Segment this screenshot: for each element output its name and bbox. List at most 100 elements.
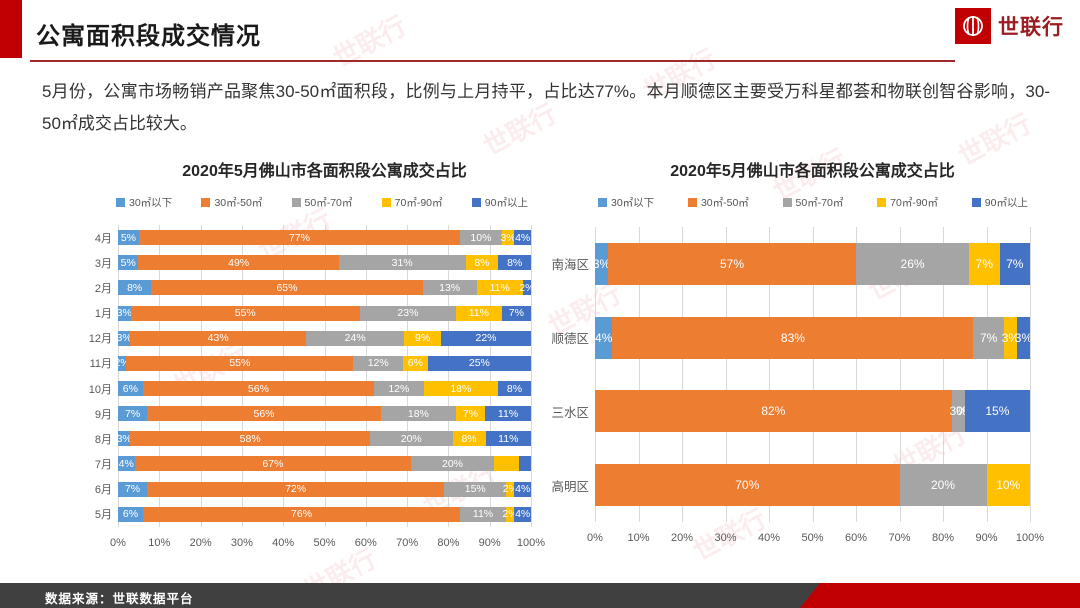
bar-segment: 11% [476,280,523,296]
stacked-bar: 2% 55% 12% 6% 25% [118,355,531,371]
bar-segment: 4% [595,316,613,359]
bar-label: 82% [761,404,786,419]
bar-label: 22% [475,332,497,345]
x-tick-label: 30% [230,537,253,549]
bar-segment: 15% [444,481,507,497]
bar-segment: 20% [899,464,987,507]
chart-title: 2020年5月佛山市各面积段公寓成交占比 [182,163,467,180]
legend-item: 30㎡-50㎡ [687,195,749,210]
x-tick-label: 90% [975,532,998,544]
company-logo: 世联行 [955,8,1064,44]
bar-label: 57% [720,256,745,271]
bar-segment: 25% [427,355,531,371]
bar-label: 6% [122,508,139,521]
bar-segment: 11% [455,305,502,321]
bar-row: 4月 5% 77% 10% 3% 4% [95,230,531,246]
bar-segment: 58% [130,431,370,447]
stacked-bar: 4% 67% 20% [118,456,531,472]
gridline [769,227,770,522]
bar-segment: 56% [147,406,381,422]
bar-segment: 8% [452,431,486,447]
bar-label: 25% [468,357,490,370]
chart-plot: 4月 5% 77% 10% 3% 4% 3月 5% 49% 31% 8% 8% 2月 8% 65% 13% 11… [89,225,532,527]
bar-segment: 9% [404,330,442,346]
gridline [407,225,409,527]
legend-label: 30㎡以下 [129,197,173,209]
bar-row: 8月 3% 58% 20% 8% 11% [95,431,531,447]
bar-label: 8% [461,432,477,445]
bar-segment: 3% [500,230,516,246]
legend-label: 30㎡以下 [611,197,655,209]
bar-label: 4% [118,457,134,470]
bar-label: 11% [498,432,519,445]
bar-label: 3% [1001,330,1020,345]
bar-segment: 11% [460,506,506,522]
bar-segment: 7% [999,242,1030,285]
bar-segment: 31% [338,255,466,271]
stacked-bar: 5% 49% 31% 8% 8% [118,255,531,271]
category-label: 南海区 [551,258,589,273]
legend-swatch-icon [471,198,481,207]
legend-label: 70㎡-90㎡ [394,197,443,209]
bar-segment: 7% [118,481,147,497]
legend-swatch-icon [971,198,981,207]
bar-segment: 55% [130,305,360,321]
bar-label: 3% [118,332,132,345]
stacked-bar: 70% 20% 10% [595,464,1030,507]
bar-segment: 55% [126,355,354,371]
bar-label: 55% [229,357,251,370]
gridline [638,227,640,522]
legend-swatch-icon [116,198,125,207]
category-label: 8月 [94,433,112,446]
bar-label: 7% [980,330,998,345]
bar-segment: 2% [519,280,531,296]
bar-segment: 3% [118,431,132,447]
stacked-bar: 8% 65% 13% 11% 2% [118,280,531,296]
bar-segment: 8% [497,381,531,397]
legend-item: 50㎡-70㎡ [782,195,843,210]
bar-segment: 3% [1001,316,1020,359]
bar-segment: 13% [422,280,477,296]
bar-segment: 57% [608,242,856,285]
page-title: 公寓面积段成交情况 [36,23,261,50]
bar-segment: 8% [465,255,499,271]
bar-segment: 12% [374,381,424,397]
gridline [856,227,857,522]
bar-segment: 4% [514,506,531,522]
legend-swatch-icon [598,198,607,207]
bar-label: 56% [247,382,269,395]
bar-segment: 11% [485,431,531,447]
bar-label: 15% [985,404,1010,419]
bar-segment: 18% [380,406,456,422]
stacked-bar: 6% 76% 11% 2% 4% [118,506,531,522]
category-label: 1月 [94,308,112,321]
gridline [241,225,243,527]
bar-segment: 6% [402,355,428,371]
legend-swatch-icon [782,198,792,207]
summary-text: 5月份，公寓市场畅销产品聚焦30-50㎡面积段，比例与上月持平，占比达77%。本… [42,82,1050,133]
bar-segment: 76% [143,506,461,522]
bar-segment: 3% [1015,316,1030,359]
stacked-bar: 6% 56% 12% 18% 8% [118,381,531,397]
category-label: 3月 [94,257,112,270]
bar-segment: 72% [146,481,445,497]
legend-swatch-icon [877,198,887,207]
bar-segment: 6% [118,506,144,522]
x-tick-label: 80% [931,532,955,544]
bar-label: 49% [228,256,250,269]
footer-bar: 数据来源：世联数据平台 [0,583,1080,608]
stacked-bar: 7% 72% 15% 2% 4% [118,481,531,497]
bar-segment: 3% [595,242,610,285]
bar-label: 5% [120,256,136,269]
bar-row: 7月 4% 67% 20% [95,456,531,472]
company-logo-text: 世联行 [998,16,1064,39]
bar-label: 56% [253,407,275,420]
gridline [118,225,119,527]
bar-label: 3% [118,432,132,445]
bar-label: 7% [508,307,524,320]
bar-label: 7% [1006,256,1024,271]
stacked-bar: 3% 58% 20% 8% 11% [118,431,531,447]
legend-label: 50㎡-70㎡ [304,197,353,209]
bar-label: 4% [515,508,531,521]
